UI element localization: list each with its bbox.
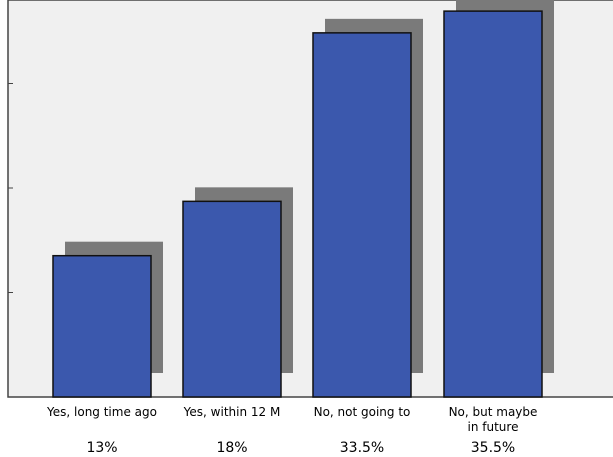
category-label-1: Yes, long time ago <box>46 405 157 419</box>
bar-3 <box>312 32 412 398</box>
bar-1 <box>52 254 152 398</box>
bar-4 <box>443 10 543 398</box>
value-label-2: 18% <box>216 440 247 456</box>
category-label-2: Yes, within 12 M <box>183 405 281 419</box>
value-label-1: 13% <box>86 440 117 456</box>
value-labels: 13% 18% 33.5% 35.5% <box>86 440 515 456</box>
value-label-3: 33.5% <box>340 440 384 456</box>
category-labels: Yes, long time ago Yes, within 12 M No, no… <box>46 405 537 434</box>
bar-2 <box>182 200 282 398</box>
y-axis-ticks <box>8 83 13 293</box>
category-label-3: No, not going to <box>314 405 411 419</box>
value-label-4: 35.5% <box>471 440 515 456</box>
bars <box>52 10 543 398</box>
category-label-4: No, but maybe in future <box>449 405 538 434</box>
